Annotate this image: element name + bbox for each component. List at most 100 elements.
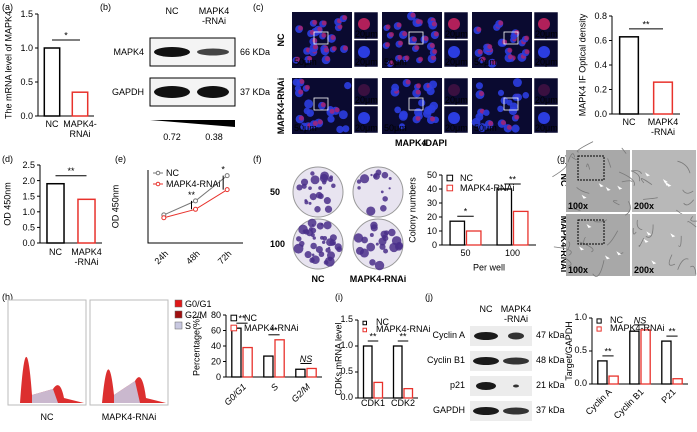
colony: [355, 246, 364, 255]
nucleus: [448, 112, 460, 124]
nucleus: [292, 78, 300, 86]
line: [163, 189, 228, 219]
bar: [465, 230, 482, 246]
stain: [312, 44, 318, 50]
colony: [320, 171, 330, 181]
nucleus: [358, 46, 370, 58]
nucleus: [538, 112, 550, 124]
colony: [366, 206, 376, 216]
row-label: NC: [276, 33, 286, 46]
x-tick-label: Cyclin A: [584, 387, 614, 417]
stain: [321, 20, 327, 26]
blot-frame: [470, 401, 532, 421]
x-tick-label: MAPK4-RNAi: [63, 119, 97, 139]
legend-swatch: [362, 320, 367, 326]
y-tick-label: 0.0: [574, 378, 587, 388]
micrograph: [566, 150, 630, 212]
bar: [672, 378, 683, 385]
colony: [296, 236, 302, 242]
neurite: [683, 199, 695, 206]
scale-label: 20μm: [535, 29, 558, 39]
mag-label: 200x: [634, 201, 654, 211]
marker: [224, 187, 230, 193]
ratio-label: 0.72: [163, 132, 181, 142]
panel-label: (h): [2, 292, 13, 302]
arrowhead: [617, 185, 623, 190]
stain: [514, 114, 520, 120]
nucleus: [336, 125, 344, 134]
arrowhead: [670, 233, 676, 238]
nucleus: [418, 99, 426, 107]
stain: [414, 45, 420, 51]
band-label: Cyclin A: [432, 330, 465, 340]
neurite: [612, 200, 620, 206]
legend-label: NC: [244, 313, 257, 323]
sig-label: **: [67, 166, 75, 176]
blot-frame: [470, 351, 532, 371]
flow-area: [32, 389, 58, 403]
blot-frame: [470, 376, 532, 396]
scale-label: 20μm: [535, 57, 558, 67]
blot-frame: [470, 326, 532, 346]
y-tick-label: 1.0: [340, 340, 353, 350]
lane-label: MAPK4 -RNAi: [501, 304, 532, 324]
bar: [46, 182, 65, 244]
legend-label: S: [185, 321, 191, 331]
bar: [373, 381, 384, 399]
neurite: [594, 219, 608, 223]
stain: [433, 31, 439, 37]
y-axis-label: Target/GAPDH: [564, 321, 574, 381]
y-tick-label: 0.5: [22, 223, 35, 233]
colony: [302, 229, 306, 233]
panel-label: (b): [100, 2, 111, 12]
stain: [404, 55, 410, 61]
neurite: [576, 187, 590, 194]
nucleus: [497, 105, 504, 113]
blot-band: [473, 357, 499, 365]
neurite: [687, 221, 697, 228]
neurite: [668, 254, 676, 266]
marker: [193, 206, 198, 212]
bar: [274, 339, 285, 378]
blot-band: [473, 407, 499, 415]
sig-label: NS: [634, 315, 647, 325]
bar: [640, 329, 651, 385]
bar: [608, 375, 619, 385]
blot-band: [476, 382, 496, 390]
colony: [329, 234, 337, 242]
colony: [366, 242, 376, 252]
legend-label: NC: [610, 315, 623, 325]
y-tick-label: 60: [211, 325, 221, 335]
colony: [308, 201, 312, 205]
colony: [331, 183, 336, 188]
y-axis-label: Percentage(%): [192, 316, 202, 376]
stain: [500, 120, 506, 126]
legend-swatch: [362, 327, 367, 333]
legend-label: G2/M: [185, 310, 207, 320]
arrowhead: [646, 231, 652, 236]
y-tick-label: 40: [211, 341, 221, 351]
y-tick-label: 20: [211, 356, 221, 366]
neurite: [586, 163, 591, 170]
stain: [309, 29, 315, 35]
colony: [374, 260, 385, 271]
colony: [384, 230, 389, 236]
colony: [327, 176, 334, 183]
neurite: [607, 158, 612, 168]
arrowhead: [581, 194, 587, 199]
colony: [336, 246, 343, 253]
stain: [415, 89, 421, 95]
colony: [325, 247, 331, 253]
neurite: [565, 241, 571, 253]
scale-label: 20μm: [355, 123, 378, 133]
zoom-box: [503, 31, 519, 45]
x-tick-label: MAPK4-RNAi: [71, 247, 102, 267]
stain: [506, 124, 512, 130]
nucleus: [514, 93, 522, 101]
panel-label: (g): [557, 154, 568, 164]
stain: [477, 49, 483, 55]
stain: [498, 20, 504, 26]
blot-band: [197, 86, 229, 98]
stain: [295, 56, 301, 62]
zoom-box: [408, 97, 424, 111]
